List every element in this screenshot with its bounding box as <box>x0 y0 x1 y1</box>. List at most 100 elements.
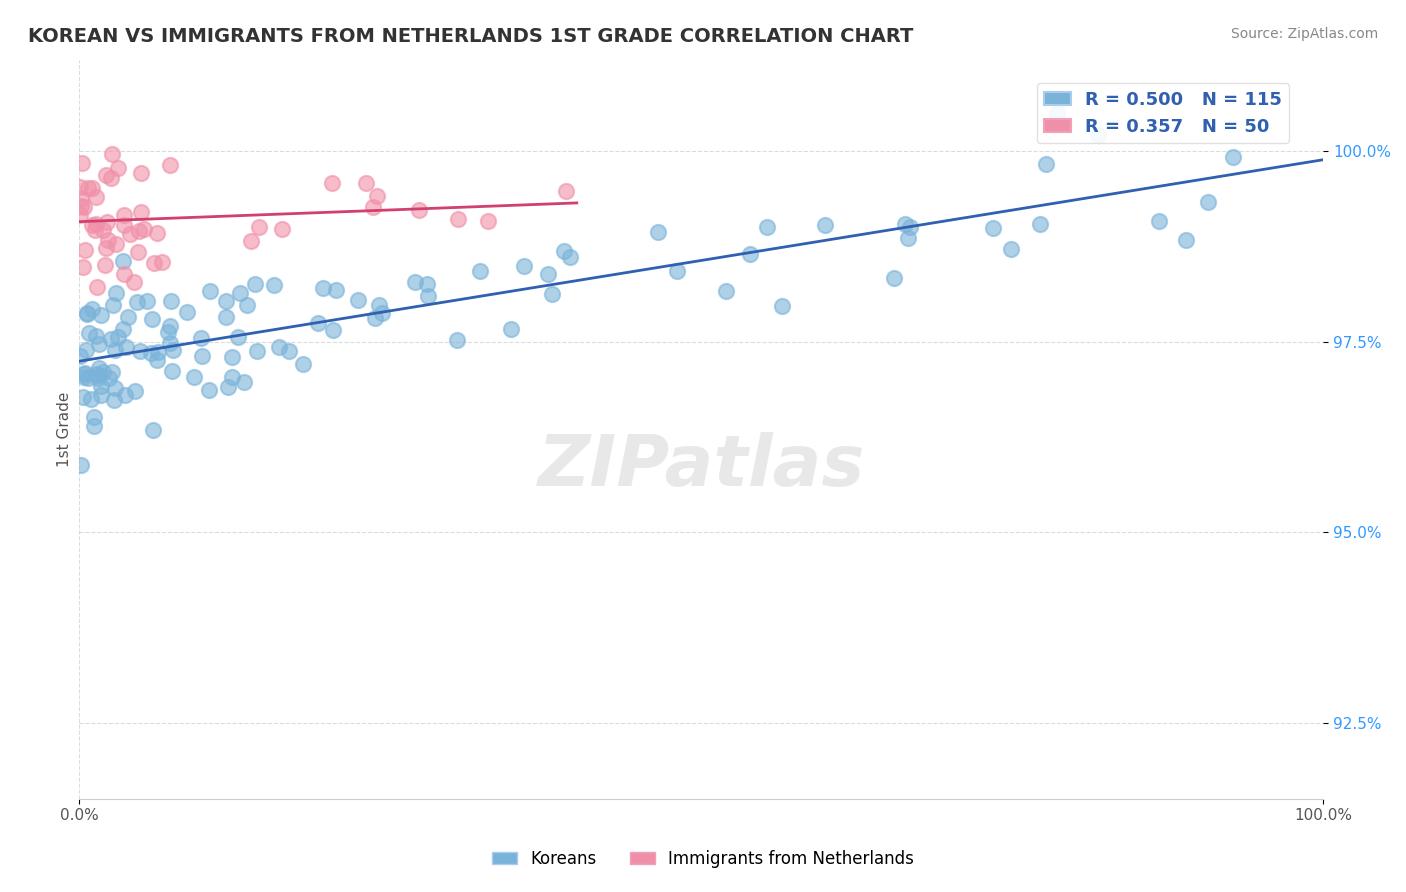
Point <box>114 388 136 402</box>
Point <box>76 307 98 321</box>
Point <box>190 349 212 363</box>
Point <box>79 326 101 341</box>
Point <box>1029 218 1052 232</box>
Point <box>159 158 181 172</box>
Point <box>716 284 738 298</box>
Point <box>198 383 221 397</box>
Point <box>124 384 146 399</box>
Point <box>159 336 181 351</box>
Point <box>176 305 198 319</box>
Point <box>146 344 169 359</box>
Point <box>364 310 387 325</box>
Point <box>221 369 243 384</box>
Point <box>70 199 93 213</box>
Point <box>105 286 128 301</box>
Point <box>243 277 266 292</box>
Point <box>277 343 299 358</box>
Point <box>101 365 124 379</box>
Point <box>139 346 162 360</box>
Point <box>499 322 522 336</box>
Point <box>112 218 135 232</box>
Point <box>136 293 159 308</box>
Point <box>69 179 91 194</box>
Point <box>1174 233 1197 247</box>
Point <box>322 323 344 337</box>
Point <box>91 223 114 237</box>
Point <box>312 281 335 295</box>
Point <box>215 310 238 325</box>
Point <box>215 293 238 308</box>
Point <box>90 379 112 393</box>
Point <box>80 392 103 406</box>
Point <box>558 250 581 264</box>
Point <box>898 219 921 234</box>
Point <box>217 380 239 394</box>
Point <box>72 260 94 274</box>
Point <box>132 222 155 236</box>
Point <box>269 340 291 354</box>
Point <box>122 275 145 289</box>
Point <box>103 392 125 407</box>
Point <box>97 371 120 385</box>
Point <box>104 343 127 358</box>
Point <box>160 364 183 378</box>
Point <box>229 286 252 301</box>
Point <box>555 184 578 198</box>
Point <box>72 391 94 405</box>
Point <box>477 214 499 228</box>
Point <box>129 166 152 180</box>
Text: ZIPatlas: ZIPatlas <box>537 432 865 500</box>
Point <box>90 387 112 401</box>
Point <box>354 176 377 190</box>
Point <box>271 222 294 236</box>
Point <box>94 241 117 255</box>
Point <box>84 218 107 232</box>
Point <box>247 220 270 235</box>
Point <box>894 217 917 231</box>
Point <box>80 301 103 316</box>
Point <box>1222 150 1244 164</box>
Point <box>446 211 468 226</box>
Point <box>117 310 139 324</box>
Point <box>107 161 129 175</box>
Point <box>128 224 150 238</box>
Point <box>416 277 439 292</box>
Point <box>897 230 920 244</box>
Point <box>70 458 93 473</box>
Point <box>404 275 426 289</box>
Point <box>73 367 96 381</box>
Text: Source: ZipAtlas.com: Source: ZipAtlas.com <box>1230 27 1378 41</box>
Point <box>770 299 793 313</box>
Y-axis label: 1st Grade: 1st Grade <box>58 392 72 467</box>
Point <box>77 370 100 384</box>
Point <box>127 245 149 260</box>
Point <box>75 343 97 358</box>
Point <box>740 247 762 261</box>
Legend: R = 0.500   N = 115, R = 0.357   N = 50: R = 0.500 N = 115, R = 0.357 N = 50 <box>1036 84 1289 143</box>
Point <box>1198 194 1220 209</box>
Point <box>84 329 107 343</box>
Point <box>83 418 105 433</box>
Point <box>97 233 120 247</box>
Point <box>72 155 94 169</box>
Point <box>183 369 205 384</box>
Point <box>89 360 111 375</box>
Point <box>83 222 105 236</box>
Point <box>1035 157 1057 171</box>
Point <box>236 298 259 312</box>
Point <box>112 253 135 268</box>
Point <box>100 332 122 346</box>
Point <box>537 267 560 281</box>
Point <box>361 200 384 214</box>
Point <box>143 256 166 270</box>
Point <box>157 325 180 339</box>
Point <box>129 205 152 219</box>
Point <box>221 350 243 364</box>
Point <box>307 317 329 331</box>
Point <box>73 370 96 384</box>
Point <box>1046 106 1069 120</box>
Point <box>883 270 905 285</box>
Point <box>91 365 114 379</box>
Point <box>553 244 575 259</box>
Point <box>128 343 150 358</box>
